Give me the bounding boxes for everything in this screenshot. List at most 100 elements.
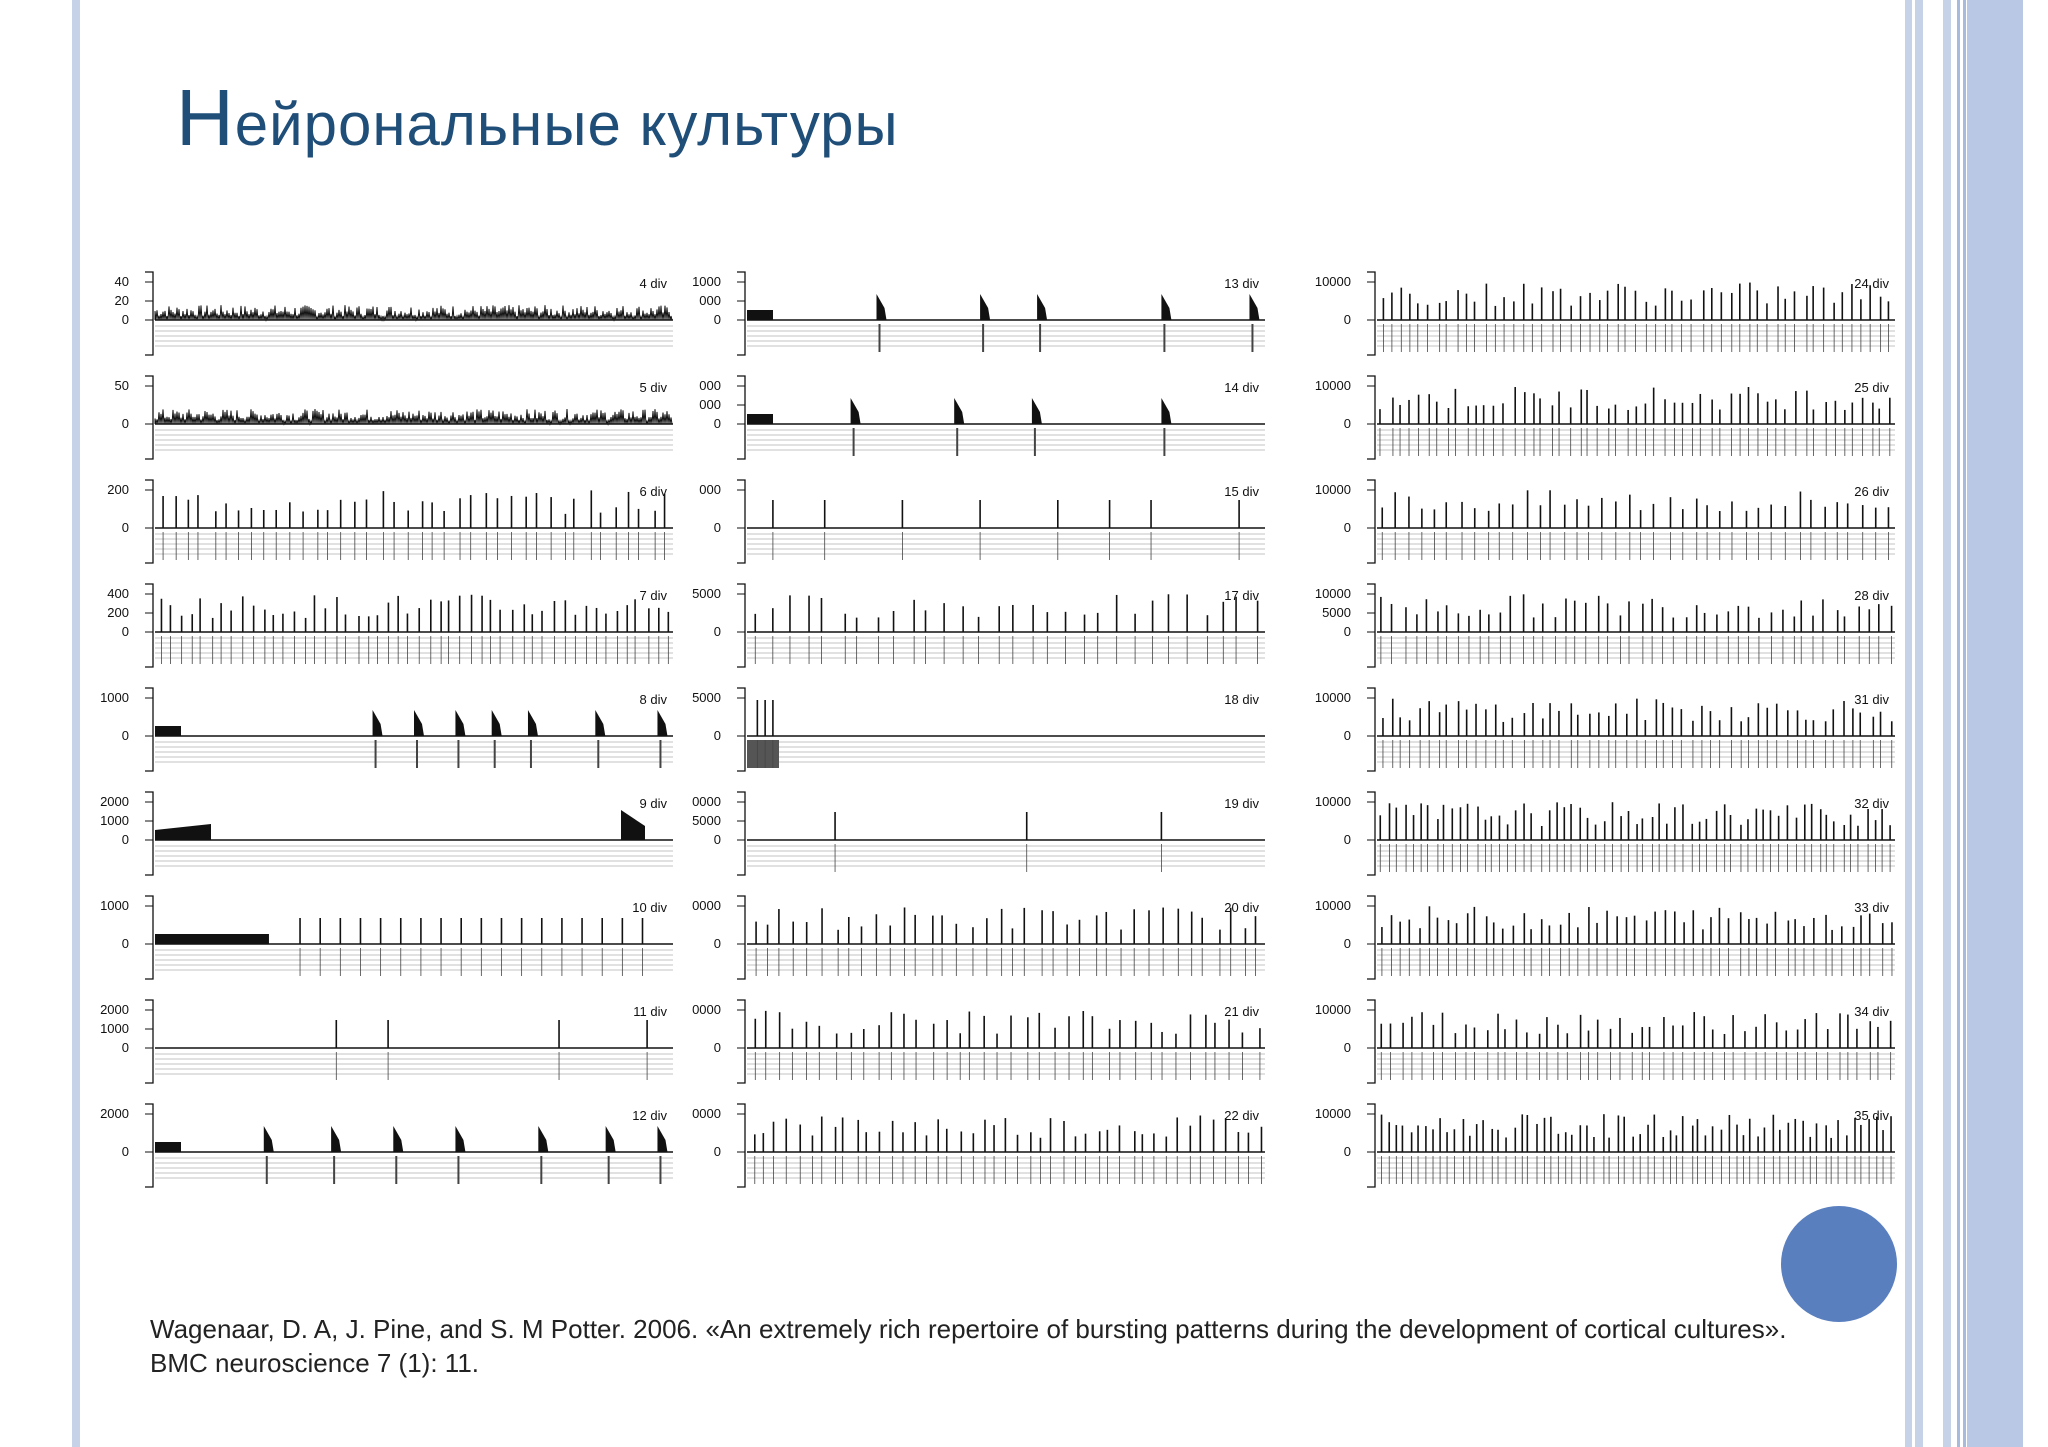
y-axis [1367, 583, 1376, 668]
y-axis [1367, 895, 1376, 980]
y-axis [737, 1103, 746, 1188]
tick-label: 10000 [1315, 586, 1351, 601]
burst [155, 824, 211, 840]
y-axis [145, 1103, 154, 1188]
tick-label: 0 [1344, 624, 1351, 639]
raster-block [747, 740, 779, 768]
burst [455, 1126, 466, 1152]
panel-label: 18 div [1224, 692, 1259, 707]
tick-label: 000 [699, 397, 721, 412]
y-axis [737, 791, 746, 876]
tick-label: 0 [714, 1144, 721, 1159]
activity-panel: 50 0 5 div [115, 375, 673, 460]
raster-strip [155, 1053, 673, 1075]
tick-label: 400 [107, 586, 129, 601]
panel-label: 8 div [640, 692, 668, 707]
tick-label: 0 [714, 416, 721, 431]
burst [1037, 294, 1048, 320]
burst [1161, 398, 1172, 424]
activity-panel: 10000 0 35 div [1315, 1103, 1895, 1188]
activity-panel: 5000 0 18 div [692, 687, 1265, 772]
y-axis [1367, 791, 1376, 876]
tick-label: 0 [714, 728, 721, 743]
raster-strip [1377, 637, 1895, 659]
burst [1161, 294, 1172, 320]
burst [372, 710, 383, 736]
noise-trace [154, 408, 673, 426]
activity-panel: 10000 0 32 div [1315, 791, 1895, 876]
y-axis [145, 687, 154, 772]
panel-label: 10 div [632, 900, 667, 915]
raster-strip [155, 429, 673, 451]
raster-strip [155, 845, 673, 867]
y-axis [1367, 271, 1376, 356]
y-axis [1367, 687, 1376, 772]
tick-label: 000 [699, 378, 721, 393]
slide-left-rule [72, 0, 80, 1447]
y-axis [145, 791, 154, 876]
raster-strip [747, 949, 1265, 971]
tick-label: 2000 [100, 794, 129, 809]
activity-panel: 2000 1000 0 9 div [100, 791, 673, 876]
burst [657, 1126, 668, 1152]
activity-panel: 2000 1000 0 11 div [100, 999, 673, 1084]
deco-bar [1957, 0, 1960, 1447]
panel-label: 7 div [640, 588, 668, 603]
activity-panel: 10000 5000 0 28 div [1315, 583, 1895, 668]
raster-strip [747, 533, 1265, 555]
tick-label: 0 [122, 832, 129, 847]
deco-bar [1905, 0, 1912, 1447]
tick-label: 1000 [100, 898, 129, 913]
y-axis [737, 479, 746, 564]
panel-label: 26 div [1854, 484, 1889, 499]
tick-label: 1000 [100, 813, 129, 828]
deco-bar [1967, 0, 2023, 1447]
tick-label: 10000 [1315, 690, 1351, 705]
raster-strip [155, 533, 673, 555]
panel-label: 31 div [1854, 692, 1889, 707]
tick-label: 5000 [692, 813, 721, 828]
activity-panel: 10000 0 33 div [1315, 895, 1895, 980]
burst [455, 710, 466, 736]
tick-label: 0000 [692, 1002, 721, 1017]
y-axis [145, 375, 154, 460]
burst [954, 398, 965, 424]
activity-panel: 10000 0 26 div [1315, 479, 1895, 564]
burst [414, 710, 424, 736]
panel-label: 34 div [1854, 1004, 1889, 1019]
dense-activity [155, 934, 269, 944]
activity-panel: 10000 0 24 div [1315, 271, 1895, 356]
y-axis [145, 271, 154, 356]
tick-label: 20 [115, 293, 129, 308]
title-initial: Н [176, 73, 235, 162]
deco-bar [1963, 0, 1966, 1447]
raster-strip [155, 741, 673, 763]
tick-label: 0 [122, 312, 129, 327]
burst [263, 1126, 274, 1152]
tick-label: 50 [115, 378, 129, 393]
y-axis [1367, 1103, 1376, 1188]
slide-margin-left [0, 0, 72, 1447]
activity-panel: 5000 0 17 div [692, 583, 1265, 668]
raster-strip [155, 1157, 673, 1179]
burst [605, 1126, 616, 1152]
tick-label: 10000 [1315, 794, 1351, 809]
raster-strip [747, 429, 1265, 451]
panel-label: 11 div [633, 1004, 667, 1019]
slide-title: Нейрональные культуры [176, 72, 899, 164]
y-axis [1367, 479, 1376, 564]
activity-panel: 2000 0 12 div [100, 1103, 673, 1188]
tick-label: 0 [1344, 728, 1351, 743]
citation: Wagenaar, D. A, J. Pine, and S. M Potter… [150, 1312, 1850, 1380]
tick-label: 0 [1344, 520, 1351, 535]
tick-label: 0 [122, 1144, 129, 1159]
burst [1031, 398, 1042, 424]
tick-label: 0 [122, 416, 129, 431]
tick-label: 0000 [692, 794, 721, 809]
tick-label: 200 [107, 605, 129, 620]
raster-strip [155, 325, 673, 347]
burst [850, 398, 861, 424]
